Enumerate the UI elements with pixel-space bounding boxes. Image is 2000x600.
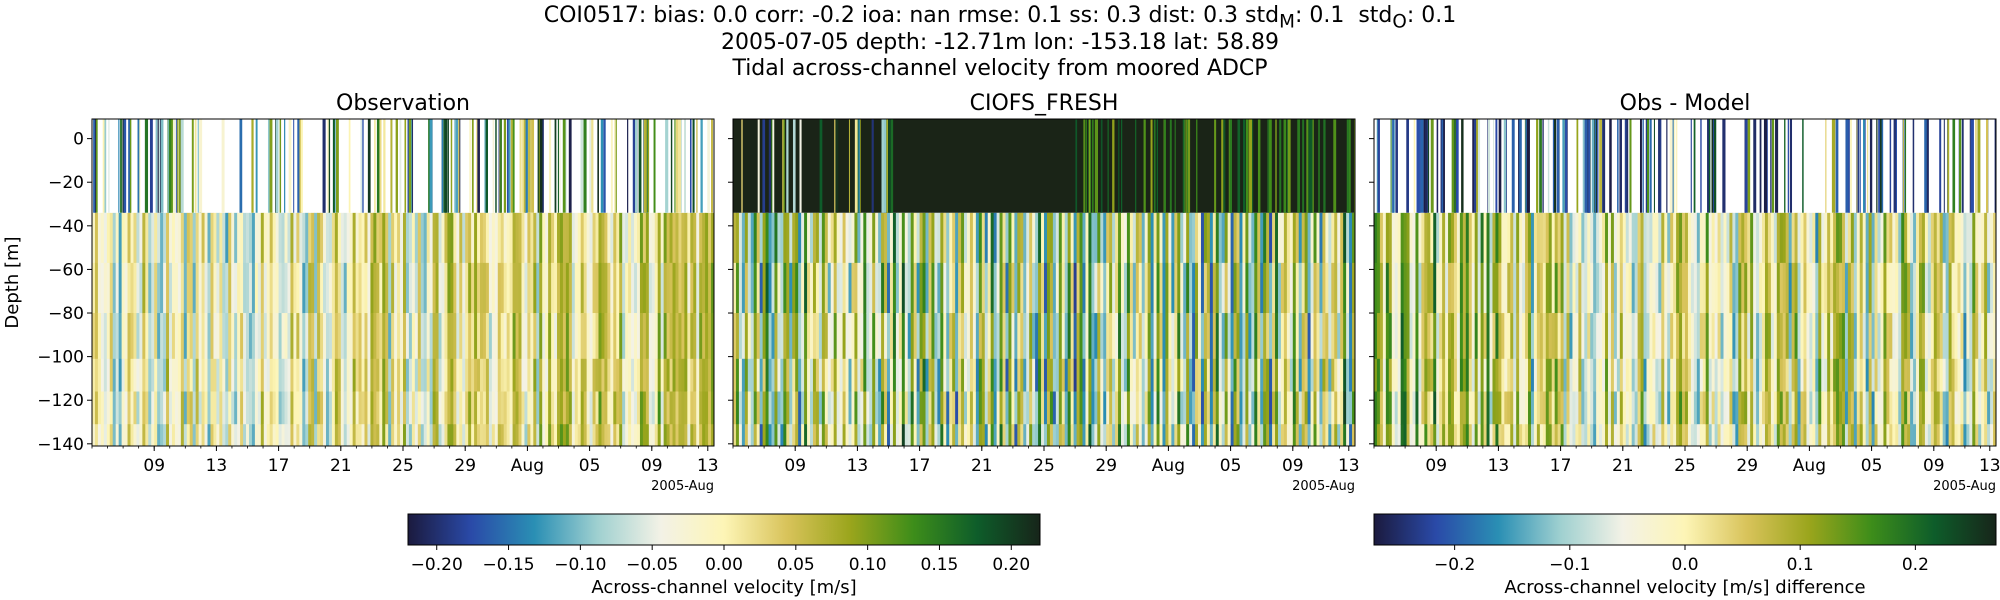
- std-model-value: : 0.1: [1294, 3, 1345, 28]
- colorbar-tick-label: −0.20: [411, 555, 463, 575]
- panel-title: Observation: [336, 91, 470, 116]
- colorbar-tick-label: −0.10: [554, 555, 606, 575]
- y-tick-label: −100: [37, 348, 84, 368]
- x-tick-label: Aug: [511, 456, 544, 476]
- colorbar-tick-label: 0.05: [777, 555, 815, 575]
- x-tick-label: 05: [579, 456, 601, 476]
- figure-title-description: Tidal across-channel velocity from moore…: [732, 56, 1268, 81]
- x-tick-label: 13: [1979, 456, 2000, 476]
- x-offset-label: 2005-Aug: [1292, 479, 1355, 494]
- y-tick-label: −80: [48, 304, 84, 324]
- x-tick-label: 21: [971, 456, 993, 476]
- x-tick-label: 05: [1220, 456, 1242, 476]
- panel-title: Obs - Model: [1620, 91, 1751, 116]
- y-tick-label: −20: [48, 173, 84, 193]
- colorbar-tick-label: −0.2: [1434, 555, 1475, 575]
- x-tick-label: Aug: [1152, 456, 1185, 476]
- x-tick-label: 17: [1550, 456, 1572, 476]
- colorbar-label: Across-channel velocity [m/s] difference: [1504, 577, 1865, 598]
- figure-title-location: 2005-07-05 depth: -12.71m lon: -153.18 l…: [720, 30, 1280, 55]
- colorbar-gradient: [407, 513, 1041, 546]
- x-tick-label: 09: [1425, 456, 1447, 476]
- x-tick-label: 13: [206, 456, 228, 476]
- colorbar-tick-label: 0.1: [1787, 555, 1814, 575]
- x-tick-label: 13: [1488, 456, 1510, 476]
- y-tick-label: 0: [73, 130, 84, 150]
- x-tick-label: 29: [454, 456, 476, 476]
- x-tick-label: 21: [330, 456, 352, 476]
- y-tick-label: −60: [48, 260, 84, 280]
- heatmap-field: [1374, 119, 1996, 446]
- colorbar-2: −0.2 −0.1 0.0 0.1 0.2 Across-channel velocity…: [1373, 513, 1997, 598]
- heatmap-field: [733, 119, 1355, 446]
- panel-1: Observation 0 −20 −40 −60 −80 −100 −120 −140 Dept…: [2, 91, 719, 494]
- x-tick-label: 25: [392, 456, 414, 476]
- x-tick-label: 21: [1612, 456, 1634, 476]
- y-axis-label: Depth [m]: [2, 236, 23, 328]
- std-obs-value: : 0.1: [1406, 3, 1457, 28]
- x-tick-label: 29: [1736, 456, 1758, 476]
- x-tick-label: 13: [697, 456, 719, 476]
- panel-title: CIOFS_FRESH: [970, 91, 1119, 116]
- colorbar-tick-label: 0.10: [849, 555, 887, 575]
- x-offset-label: 2005-Aug: [651, 479, 714, 494]
- y-tick-label: −140: [37, 435, 84, 455]
- colorbar-tick-label: −0.05: [626, 555, 678, 575]
- x-tick-label: 09: [784, 456, 806, 476]
- std-obs-subscript: O: [1392, 11, 1407, 33]
- x-tick-label: 25: [1033, 456, 1055, 476]
- title-stats-text: COI0517: bias: 0.0 corr: -0.2 ioa: nan r…: [543, 3, 1280, 28]
- colorbar-tick-label: 0.15: [921, 555, 959, 575]
- x-tick-label: 17: [909, 456, 931, 476]
- panel-3: Obs - Model 09 13 17 21 25 29 Aug 05 09 13 2005-Aug: [1369, 91, 2000, 494]
- x-tick-label: 05: [1861, 456, 1883, 476]
- x-tick-label: 09: [1923, 456, 1945, 476]
- std-obs-base: std: [1358, 3, 1393, 28]
- colorbar-1: −0.20 −0.15 −0.10 −0.05 0.00 0.05 0.10 0.15 0.20…: [407, 513, 1041, 598]
- x-tick-label: 29: [1095, 456, 1117, 476]
- std-model-subscript: M: [1279, 11, 1295, 33]
- colorbar-gradient: [1373, 513, 1997, 546]
- x-tick-label: 13: [847, 456, 869, 476]
- colorbar-tick-label: 0.0: [1671, 555, 1698, 575]
- colorbar-tick-label: 0.00: [705, 555, 743, 575]
- colorbar-tick-label: −0.15: [482, 555, 534, 575]
- x-tick-label: 09: [143, 456, 165, 476]
- x-tick-label: Aug: [1793, 456, 1826, 476]
- panel-2: CIOFS_FRESH 09 13 17 21 25 29 Aug 05 09 13 2005-Aug: [728, 91, 1360, 494]
- x-tick-label: 25: [1674, 456, 1696, 476]
- colorbar-label: Across-channel velocity [m/s]: [591, 577, 856, 598]
- y-tick-label: −120: [37, 391, 84, 411]
- x-offset-label: 2005-Aug: [1933, 479, 1996, 494]
- colorbar-tick-label: −0.1: [1549, 555, 1590, 575]
- x-tick-label: 17: [268, 456, 290, 476]
- colorbar-tick-label: 0.20: [992, 555, 1030, 575]
- figure-title-stats: COI0517: bias: 0.0 corr: -0.2 ioa: nan r…: [0, 3, 2000, 35]
- x-tick-label: 13: [1338, 456, 1360, 476]
- x-tick-label: 09: [641, 456, 663, 476]
- heatmap-field: [92, 119, 714, 446]
- colorbar-tick-label: 0.2: [1902, 555, 1929, 575]
- x-tick-label: 09: [1282, 456, 1304, 476]
- y-tick-label: −40: [48, 217, 84, 237]
